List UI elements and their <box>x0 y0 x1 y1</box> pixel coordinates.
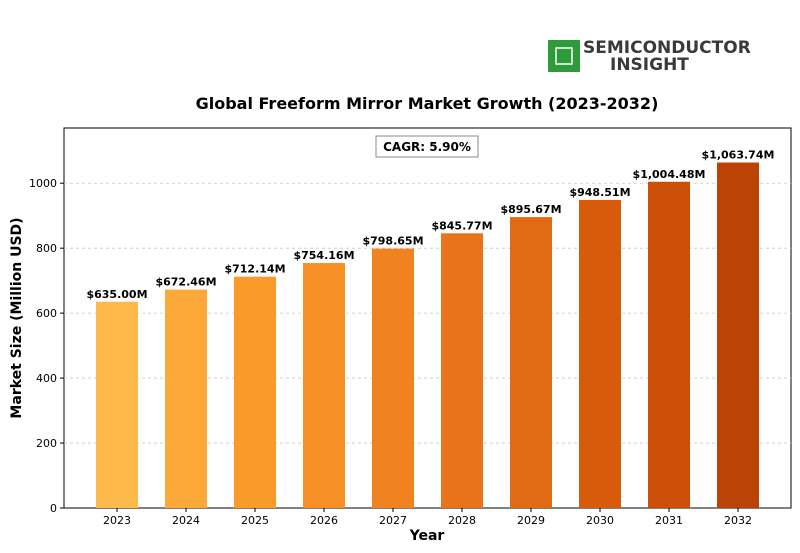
bar-2031 <box>648 181 690 508</box>
bar-2028 <box>441 233 483 508</box>
y-tick-label: 1000 <box>29 177 57 190</box>
chip-icon <box>548 40 580 72</box>
y-tick-label: 800 <box>36 242 57 255</box>
chart-title: Global Freeform Mirror Market Growth (20… <box>196 94 659 113</box>
bar-2024 <box>165 289 207 508</box>
y-tick-label: 200 <box>36 437 57 450</box>
data-label: $895.67M <box>500 203 561 216</box>
bar-2026 <box>303 263 345 508</box>
y-tick-label: 600 <box>36 307 57 320</box>
y-axis-ticks: 0 200 400 600 800 1000 <box>29 177 64 515</box>
data-label: $845.77M <box>431 219 492 232</box>
x-tick-label: 2027 <box>379 514 407 527</box>
x-axis-label: Year <box>409 528 445 544</box>
plot-frame <box>63 127 792 509</box>
x-axis-ticks: 2023 2024 2025 2026 2027 2028 2029 2030 2031 2032 <box>103 508 752 527</box>
data-label: $754.16M <box>293 249 354 262</box>
logo-line1: SEMICONDUCTOR <box>583 38 751 58</box>
cagr-annotation: CAGR: 5.90% <box>375 135 479 158</box>
logo: SEMICONDUCTOR INSIGHT <box>548 38 751 75</box>
x-tick-label: 2030 <box>586 514 614 527</box>
y-tick-label: 400 <box>36 372 57 385</box>
bar-2032 <box>717 162 759 509</box>
data-label: $635.00M <box>86 288 147 301</box>
bar-2029 <box>510 217 552 508</box>
cagr-text: CAGR: 5.90% <box>383 140 471 154</box>
y-tick-label: 0 <box>50 502 57 515</box>
bar-2027 <box>372 248 414 508</box>
data-label: $1,063.74M <box>702 149 775 162</box>
data-label: $712.14M <box>224 263 285 276</box>
data-labels: $635.00M $672.46M $712.14M $754.16M $798.65M… <box>86 149 774 301</box>
data-label: $798.65M <box>362 235 423 248</box>
x-tick-label: 2025 <box>241 514 269 527</box>
bar-2023 <box>96 301 138 508</box>
data-label: $1,004.48M <box>633 168 706 181</box>
x-tick-label: 2023 <box>103 514 131 527</box>
data-label: $948.51M <box>569 186 630 199</box>
data-label: $672.46M <box>155 276 216 289</box>
x-tick-label: 2026 <box>310 514 338 527</box>
bar-2025 <box>234 276 276 508</box>
bar-2030 <box>579 199 621 508</box>
x-tick-label: 2029 <box>517 514 545 527</box>
x-tick-label: 2032 <box>724 514 752 527</box>
x-tick-label: 2028 <box>448 514 476 527</box>
y-axis-label: Market Size (Million USD) <box>9 217 25 418</box>
logo-line2: INSIGHT <box>610 55 689 75</box>
bars <box>96 162 759 509</box>
x-tick-label: 2031 <box>655 514 683 527</box>
x-tick-label: 2024 <box>172 514 200 527</box>
